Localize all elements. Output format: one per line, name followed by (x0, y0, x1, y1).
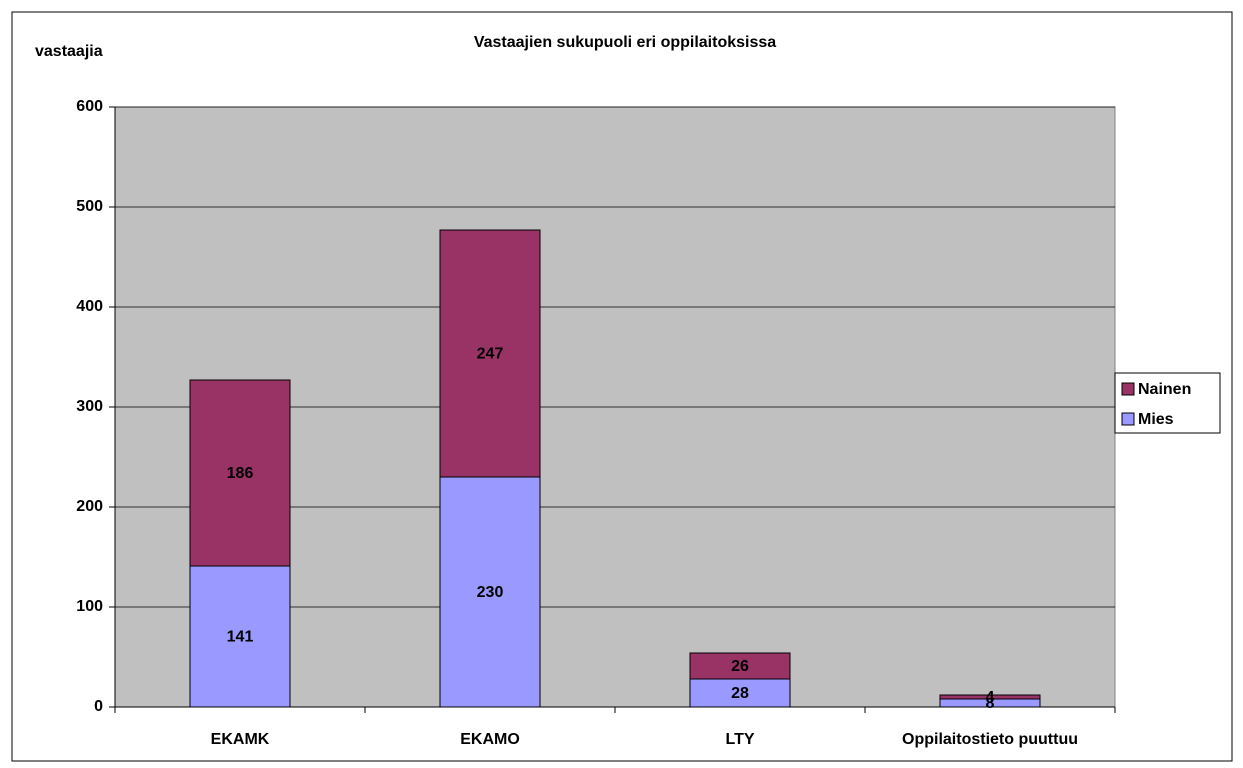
y-tick-label: 600 (76, 98, 103, 115)
y-tick-label: 400 (76, 298, 103, 315)
data-label: 230 (477, 584, 504, 601)
bar-segment (189, 565, 291, 708)
y-tick-label: 300 (76, 398, 103, 415)
bar-segment (939, 694, 1041, 700)
y-tick-label: 500 (76, 198, 103, 215)
legend-label: Mies (1138, 411, 1174, 428)
bar-segment (689, 652, 791, 680)
chart-title: Vastaajien sukupuoli eri oppilaitoksissa (474, 34, 776, 51)
data-label: 186 (227, 465, 254, 482)
bar-segment (439, 229, 541, 478)
bar-segment (439, 476, 541, 708)
y-tick-label: 200 (76, 498, 103, 515)
y-tick-label: 0 (94, 698, 103, 715)
bar-segment (689, 678, 791, 708)
bar-segment (189, 379, 291, 567)
y-tick-label: 100 (76, 598, 103, 615)
data-label: 26 (731, 658, 749, 675)
x-tick-label: EKAMO (460, 731, 520, 748)
legend-swatch (1121, 412, 1135, 426)
legend-swatch (1121, 382, 1135, 396)
legend-label: Nainen (1138, 381, 1191, 398)
x-tick-label: LTY (725, 731, 754, 748)
data-label: 4 (986, 689, 995, 706)
data-label: 8 (986, 695, 995, 712)
data-label: 28 (731, 685, 749, 702)
y-axis-label: vastaajia (35, 43, 103, 60)
data-label: 141 (227, 629, 254, 646)
x-tick-label: EKAMK (211, 731, 270, 748)
x-tick-label: Oppilaitostieto puuttuu (902, 731, 1078, 748)
data-label: 247 (477, 346, 504, 363)
